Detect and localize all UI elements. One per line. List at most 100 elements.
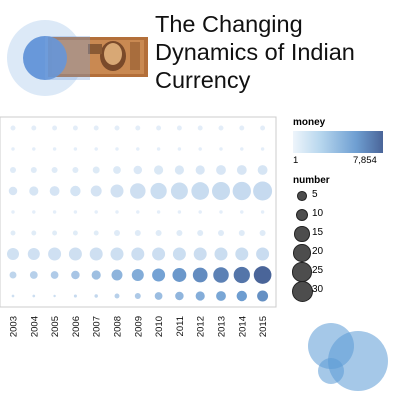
legend-size-item-30: 30 (291, 280, 373, 304)
bubble-r8-2012 (192, 267, 208, 283)
bubble-r8-2011 (172, 268, 187, 282)
bubble-r2-2006 (73, 147, 78, 151)
bubble-r8-2003 (9, 271, 17, 279)
bubble-r7-2007 (89, 247, 103, 261)
logo-inner-circle (23, 36, 67, 80)
bubble-r4-2009 (130, 183, 146, 199)
bubble-r9-2009 (134, 293, 141, 299)
bubble-r9-2014 (236, 290, 247, 302)
legend-size-label: 20 (312, 246, 324, 257)
bubble-r2-2008 (115, 147, 119, 151)
bubble-r1-2009 (135, 125, 141, 131)
bubble-r1-2004 (31, 125, 37, 131)
bubble-r7-2012 (193, 247, 207, 261)
bubble-r7-2003 (6, 247, 20, 261)
bubble-r3-2014 (236, 165, 247, 175)
bubble-r6-2008 (114, 230, 120, 236)
bubble-r6-2006 (72, 230, 78, 236)
deco-circle-medium (308, 323, 354, 369)
bubble-r8-2015 (253, 266, 272, 284)
legend-size-item-15: 15 (293, 226, 373, 247)
bubble-r7-2009 (131, 247, 145, 261)
x-tick-label-2014: 2014 (237, 316, 248, 337)
bubble-r7-2004 (27, 247, 40, 261)
bubble-r4-2013 (211, 181, 231, 201)
bubble-r1-2014 (239, 125, 245, 131)
bubble-r5-2009 (136, 210, 140, 214)
bubble-r8-2008 (111, 269, 123, 281)
bubble-r4-2012 (191, 182, 210, 200)
legend-size-dot (292, 262, 312, 282)
bubble-r3-2015 (257, 165, 268, 175)
bubble-r8-2004 (29, 271, 38, 279)
x-tick-label-2003: 2003 (9, 316, 20, 337)
bubble-r4-2007 (90, 185, 102, 197)
bubble-r3-2013 (216, 165, 226, 175)
bubble-r4-2015 (253, 181, 273, 201)
bubble-r9-2013 (216, 291, 226, 301)
x-tick-label-2005: 2005 (50, 316, 61, 337)
x-tick-label-2007: 2007 (92, 316, 103, 337)
bubble-r2-2007 (94, 147, 98, 151)
bubble-r1-2012 (197, 125, 203, 131)
bubble-r2-2011 (177, 147, 182, 151)
bubble-r1-2008 (114, 125, 120, 131)
legend-size-dot (295, 208, 309, 222)
bubble-r4-2003 (8, 186, 18, 196)
bubble-r8-2009 (131, 268, 144, 282)
bubble-r3-2005 (51, 167, 58, 173)
bubble-r9-2012 (195, 291, 205, 301)
title-line-3: Currency (155, 67, 251, 93)
bubble-r9-2003 (11, 294, 15, 298)
bubble-r8-2014 (233, 266, 250, 284)
bubble-r2-2013 (219, 147, 223, 151)
bubble-r2-2003 (11, 147, 15, 151)
bubble-r7-2011 (172, 247, 186, 261)
bubble-r7-2010 (152, 247, 166, 261)
x-tick-label-2006: 2006 (71, 316, 82, 337)
bubble-r1-2010 (156, 125, 162, 131)
bubble-r5-2011 (177, 210, 182, 214)
page-title: The Changing Dynamics of Indian Currency (155, 10, 395, 94)
title-line-1: The Changing (155, 11, 303, 37)
bubble-r9-2007 (94, 294, 98, 298)
bubble-r2-2014 (240, 147, 244, 151)
bubble-r5-2012 (198, 210, 202, 214)
bubble-r6-2009 (134, 230, 141, 236)
bubble-r9-2004 (32, 294, 36, 298)
bubble-r6-2011 (176, 230, 183, 236)
bubble-r6-2007 (93, 230, 99, 236)
bubble-r3-2010 (154, 165, 164, 175)
legend-size-item-10: 10 (293, 208, 373, 228)
bubble-r4-2010 (150, 182, 167, 200)
bubble-r2-2004 (32, 147, 36, 151)
bubble-r2-2009 (136, 147, 140, 151)
bubble-r7-2015 (256, 247, 270, 261)
bubble-r5-2004 (32, 210, 36, 214)
bubble-r6-2003 (10, 230, 16, 236)
legend-size-label: 30 (312, 284, 324, 295)
legend-size-item-20: 20 (293, 244, 373, 266)
x-tick-label-2008: 2008 (113, 316, 124, 337)
bubble-r6-2010 (155, 230, 162, 236)
plot-frame (0, 116, 277, 308)
bubble-r9-2008 (114, 293, 120, 299)
bubble-r5-2005 (52, 210, 57, 214)
bubble-r1-2011 (176, 125, 182, 131)
legend-money-min: 1 (293, 155, 299, 166)
bubble-r2-2005 (52, 147, 57, 151)
bubble-r5-2008 (115, 210, 119, 214)
bubble-r7-2006 (68, 247, 82, 261)
bubble-r7-2013 (214, 247, 228, 261)
x-tick-label-2004: 2004 (29, 316, 40, 337)
currency-logo (7, 20, 148, 96)
bubble-r8-2007 (91, 270, 101, 280)
legend-size-label: 5 (312, 189, 318, 200)
legend-number-title: number (293, 175, 330, 186)
bubble-r7-2014 (235, 247, 249, 261)
bubble-r6-2014 (238, 230, 245, 236)
bubble-r1-2003 (10, 125, 16, 131)
bubble-r8-2010 (152, 268, 166, 282)
x-tick-label-2010: 2010 (154, 316, 165, 337)
x-tick-label-2015: 2015 (258, 316, 269, 337)
